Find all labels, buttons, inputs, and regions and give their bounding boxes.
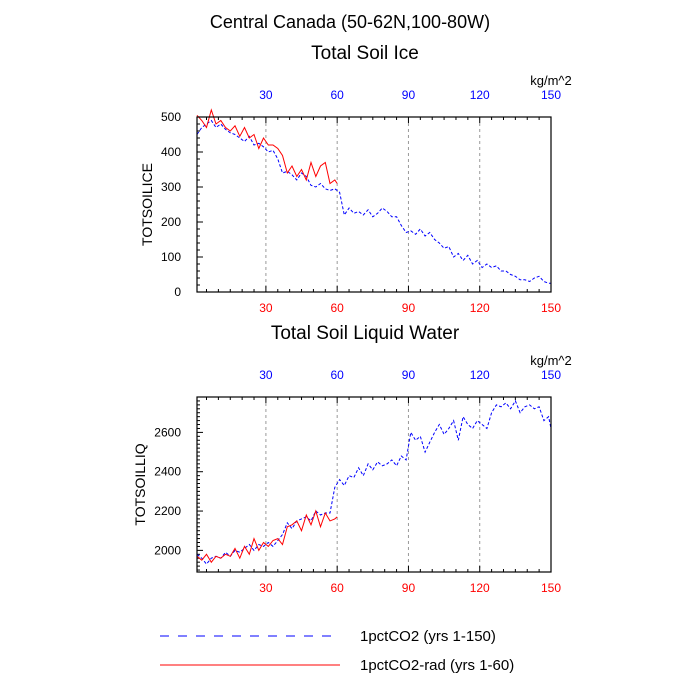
x-tick-label-bottom: 90 — [402, 581, 416, 595]
x-tick-label-bottom: 120 — [470, 581, 490, 595]
x-tick-label-bottom: 30 — [259, 301, 273, 315]
y-tick-label: 500 — [161, 110, 181, 124]
y-tick-label: 200 — [161, 215, 181, 229]
panel-soil-liquid-water: Total Soil Liquid Water kg/m^2 TOTSOILLIQ 3… — [132, 323, 572, 595]
x-tick-label-top: 30 — [259, 368, 273, 382]
x-tick-label-top: 90 — [402, 368, 416, 382]
x-tick-label-top: 120 — [470, 88, 490, 102]
x-tick-label-bottom: 120 — [470, 301, 490, 315]
y-tick-label: 2400 — [154, 465, 181, 479]
x-tick-label-bottom: 150 — [541, 581, 561, 595]
series-line-1pctco2-rad — [196, 108, 338, 185]
figure-title: Central Canada (50-62N,100-80W) — [210, 12, 490, 32]
series-line-1pctco2-rad — [196, 509, 338, 564]
x-tick-label-bottom: 60 — [330, 301, 344, 315]
x-tick-label-bottom: 150 — [541, 301, 561, 315]
y-tick-label: 2200 — [154, 504, 181, 518]
y-tick-label: 300 — [161, 180, 181, 194]
series-line-1pctco2 — [196, 119, 551, 284]
y-tick-label: 2000 — [154, 543, 181, 557]
panel-soil-ice: Total Soil Ice kg/m^2 TOTSOILICE 30 30 60 60 90… — [139, 43, 572, 315]
y-tick-label: 0 — [174, 285, 181, 299]
x-tick-label-bottom: 60 — [330, 581, 344, 595]
x-tick-label-bottom: 90 — [402, 301, 416, 315]
plot-frame — [196, 116, 552, 293]
x-tick-label-top: 60 — [330, 88, 344, 102]
x-tick-label-top: 90 — [402, 88, 416, 102]
y-axis-label: TOTSOILLIQ — [132, 443, 148, 525]
y-axis-label: TOTSOILICE — [139, 163, 155, 246]
y-tick-label: 400 — [161, 145, 181, 159]
x-tick-label-top: 150 — [541, 88, 561, 102]
legend-label-1pctco2-rad: 1pctCO2-rad (yrs 1-60) — [360, 657, 514, 674]
x-tick-label-top: 120 — [470, 368, 490, 382]
x-tick-label-top: 60 — [330, 368, 344, 382]
y-tick-label: 100 — [161, 250, 181, 264]
units-label: kg/m^2 — [530, 73, 572, 88]
plot-frame — [196, 396, 552, 573]
series-line-1pctco2 — [196, 399, 552, 565]
panel-title: Total Soil Ice — [311, 43, 419, 64]
legend: 1pctCO2 (yrs 1-150) 1pctCO2-rad (yrs 1-6… — [160, 628, 514, 674]
y-tick-label: 2600 — [154, 425, 181, 439]
x-tick-label-top: 30 — [259, 88, 273, 102]
x-tick-label-top: 150 — [541, 368, 561, 382]
units-label: kg/m^2 — [530, 353, 572, 368]
panel-title: Total Soil Liquid Water — [271, 323, 460, 344]
x-tick-label-bottom: 30 — [259, 581, 273, 595]
legend-label-1pctco2: 1pctCO2 (yrs 1-150) — [360, 628, 496, 645]
